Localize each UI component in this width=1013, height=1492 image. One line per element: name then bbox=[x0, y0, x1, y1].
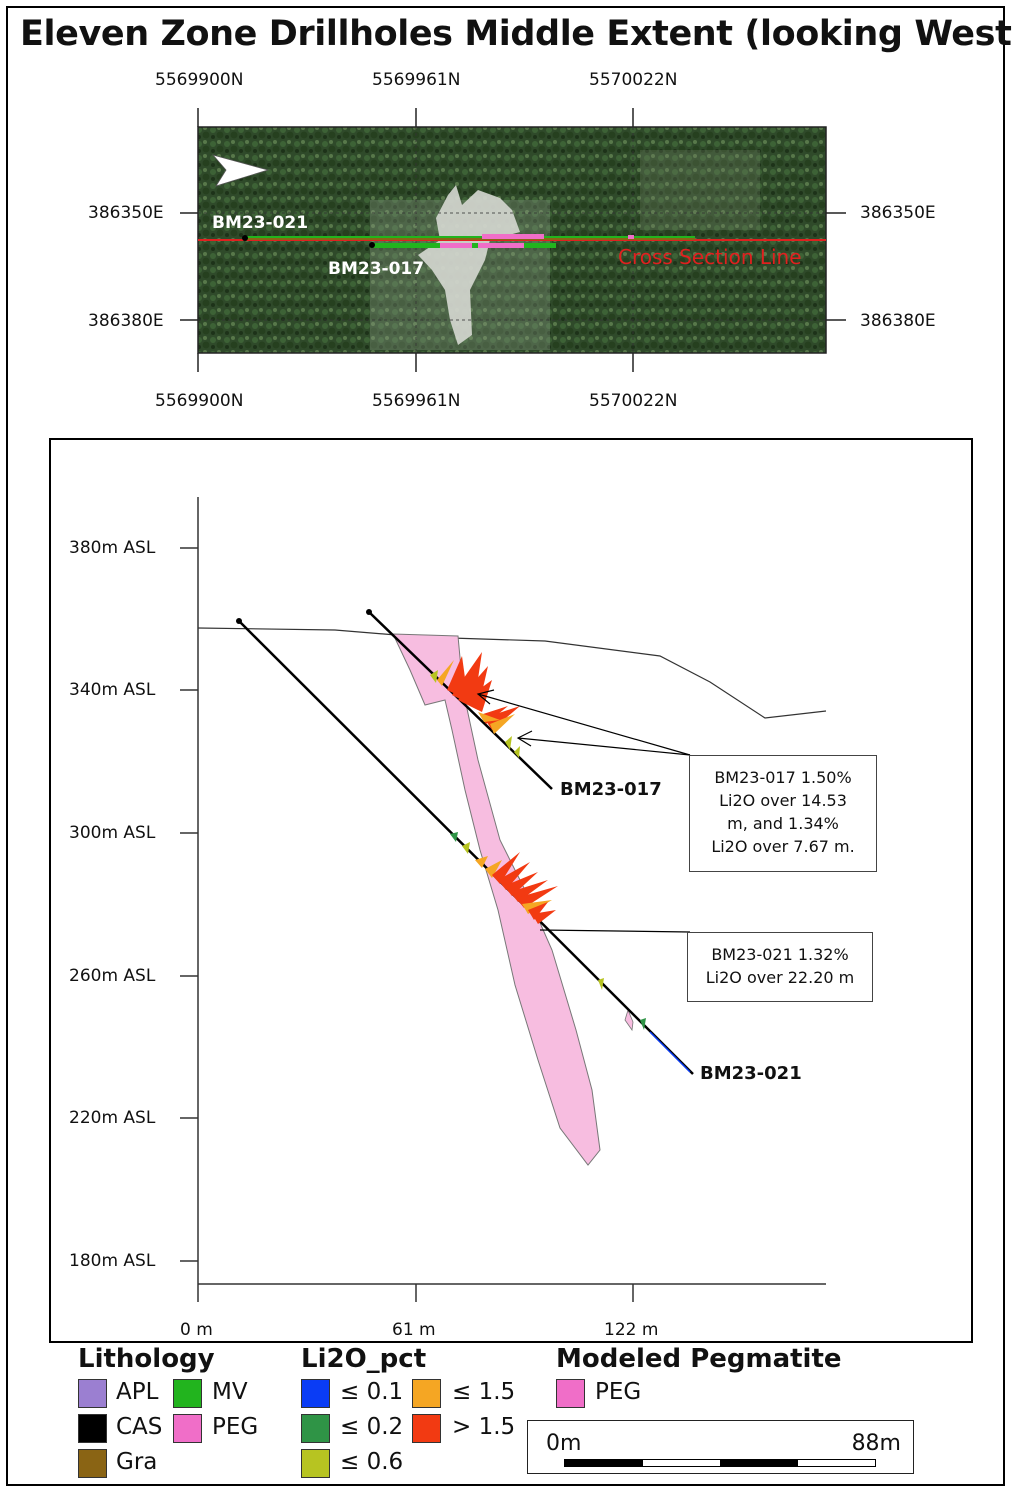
callout-017-line-4: Li2O over 7.67 m. bbox=[711, 837, 855, 856]
legend-li2o-title: Li2O_pct bbox=[301, 1344, 427, 1374]
plan-hole-label-021: BM23-021 bbox=[212, 213, 308, 233]
swatch-li2o-06 bbox=[301, 1449, 330, 1478]
arrow-icon bbox=[211, 154, 270, 187]
legend-modeled-title: Modeled Pegmatite bbox=[556, 1344, 842, 1374]
northing-top-2: 5569961N bbox=[372, 70, 461, 90]
x-label-61: 61 m bbox=[392, 1320, 436, 1340]
y-label-220: 220m ASL bbox=[69, 1108, 156, 1128]
swatch-gra bbox=[78, 1449, 107, 1478]
label-li2o-02: ≤ 0.2 bbox=[340, 1414, 404, 1440]
scale-start: 0m bbox=[546, 1431, 582, 1456]
swatch-apl bbox=[78, 1379, 107, 1408]
plan-hole-label-017: BM23-017 bbox=[328, 259, 424, 279]
swatch-li2o-01 bbox=[301, 1379, 330, 1408]
northing-bottom-2: 5569961N bbox=[372, 391, 461, 411]
callout-017-line-3: m, and 1.34% bbox=[727, 814, 839, 833]
x-label-0: 0 m bbox=[180, 1320, 213, 1340]
label-gra: Gra bbox=[116, 1449, 158, 1475]
outcrop-clearing bbox=[418, 185, 520, 345]
callout-017-line-2: Li2O over 14.53 bbox=[719, 791, 847, 810]
y-label-340: 340m ASL bbox=[69, 680, 156, 700]
map-frame bbox=[6, 6, 1005, 1486]
callout-021: BM23-021 1.32% Li2O over 22.20 m bbox=[687, 932, 873, 1002]
hole-label-017: BM23-017 bbox=[560, 779, 662, 800]
swatch-li2o-gt15 bbox=[412, 1414, 441, 1443]
northing-bottom-3: 5570022N bbox=[589, 391, 678, 411]
legend-lithology-title: Lithology bbox=[78, 1344, 215, 1374]
swatch-cas bbox=[78, 1414, 107, 1443]
swatch-mv bbox=[173, 1379, 202, 1408]
label-li2o-06: ≤ 0.6 bbox=[340, 1449, 404, 1475]
northing-bottom-1: 5569900N bbox=[155, 391, 244, 411]
label-modeled-peg: PEG bbox=[595, 1379, 642, 1405]
label-li2o-01: ≤ 0.1 bbox=[340, 1379, 404, 1405]
y-label-380: 380m ASL bbox=[69, 538, 156, 558]
callout-017: BM23-017 1.50% Li2O over 14.53 m, and 1.… bbox=[689, 755, 877, 872]
cross-section-panel bbox=[49, 438, 973, 1343]
callout-017-line-1: BM23-017 1.50% bbox=[714, 768, 852, 787]
label-cas: CAS bbox=[116, 1414, 163, 1440]
swatch-li2o-02 bbox=[301, 1414, 330, 1443]
y-label-260: 260m ASL bbox=[69, 966, 156, 986]
easting-right-2: 386380E bbox=[860, 311, 936, 331]
label-li2o-gt15: > 1.5 bbox=[452, 1414, 516, 1440]
map-title: Eleven Zone Drillholes Middle Extent (lo… bbox=[20, 14, 1013, 54]
scale-bar: 0m 88m bbox=[527, 1420, 914, 1474]
easting-left-1: 386350E bbox=[88, 203, 164, 223]
northing-top-3: 5570022N bbox=[589, 70, 678, 90]
plan-map: BM23-021 BM23-017 Cross Section Line bbox=[180, 108, 846, 372]
callout-021-line-1: BM23-021 1.32% bbox=[711, 945, 849, 964]
northing-top-1: 5569900N bbox=[155, 70, 244, 90]
section-line-label: Cross Section Line bbox=[618, 245, 802, 269]
easting-right-1: 386350E bbox=[860, 203, 936, 223]
x-label-122: 122 m bbox=[604, 1320, 659, 1340]
label-li2o-15: ≤ 1.5 bbox=[452, 1379, 516, 1405]
y-label-300: 300m ASL bbox=[69, 823, 156, 843]
easting-left-2: 386380E bbox=[88, 311, 164, 331]
swatch-li2o-15 bbox=[412, 1379, 441, 1408]
swatch-modeled-peg bbox=[556, 1379, 585, 1408]
scale-ticks bbox=[564, 1459, 876, 1467]
label-mv: MV bbox=[212, 1379, 248, 1405]
callout-021-line-2: Li2O over 22.20 m bbox=[705, 968, 855, 987]
label-peg-lith: PEG bbox=[212, 1414, 259, 1440]
hole-label-021: BM23-021 bbox=[700, 1063, 802, 1084]
y-label-180: 180m ASL bbox=[69, 1251, 156, 1271]
label-apl: APL bbox=[116, 1379, 159, 1405]
scale-end: 88m bbox=[851, 1431, 901, 1456]
swatch-peg-lith bbox=[173, 1414, 202, 1443]
